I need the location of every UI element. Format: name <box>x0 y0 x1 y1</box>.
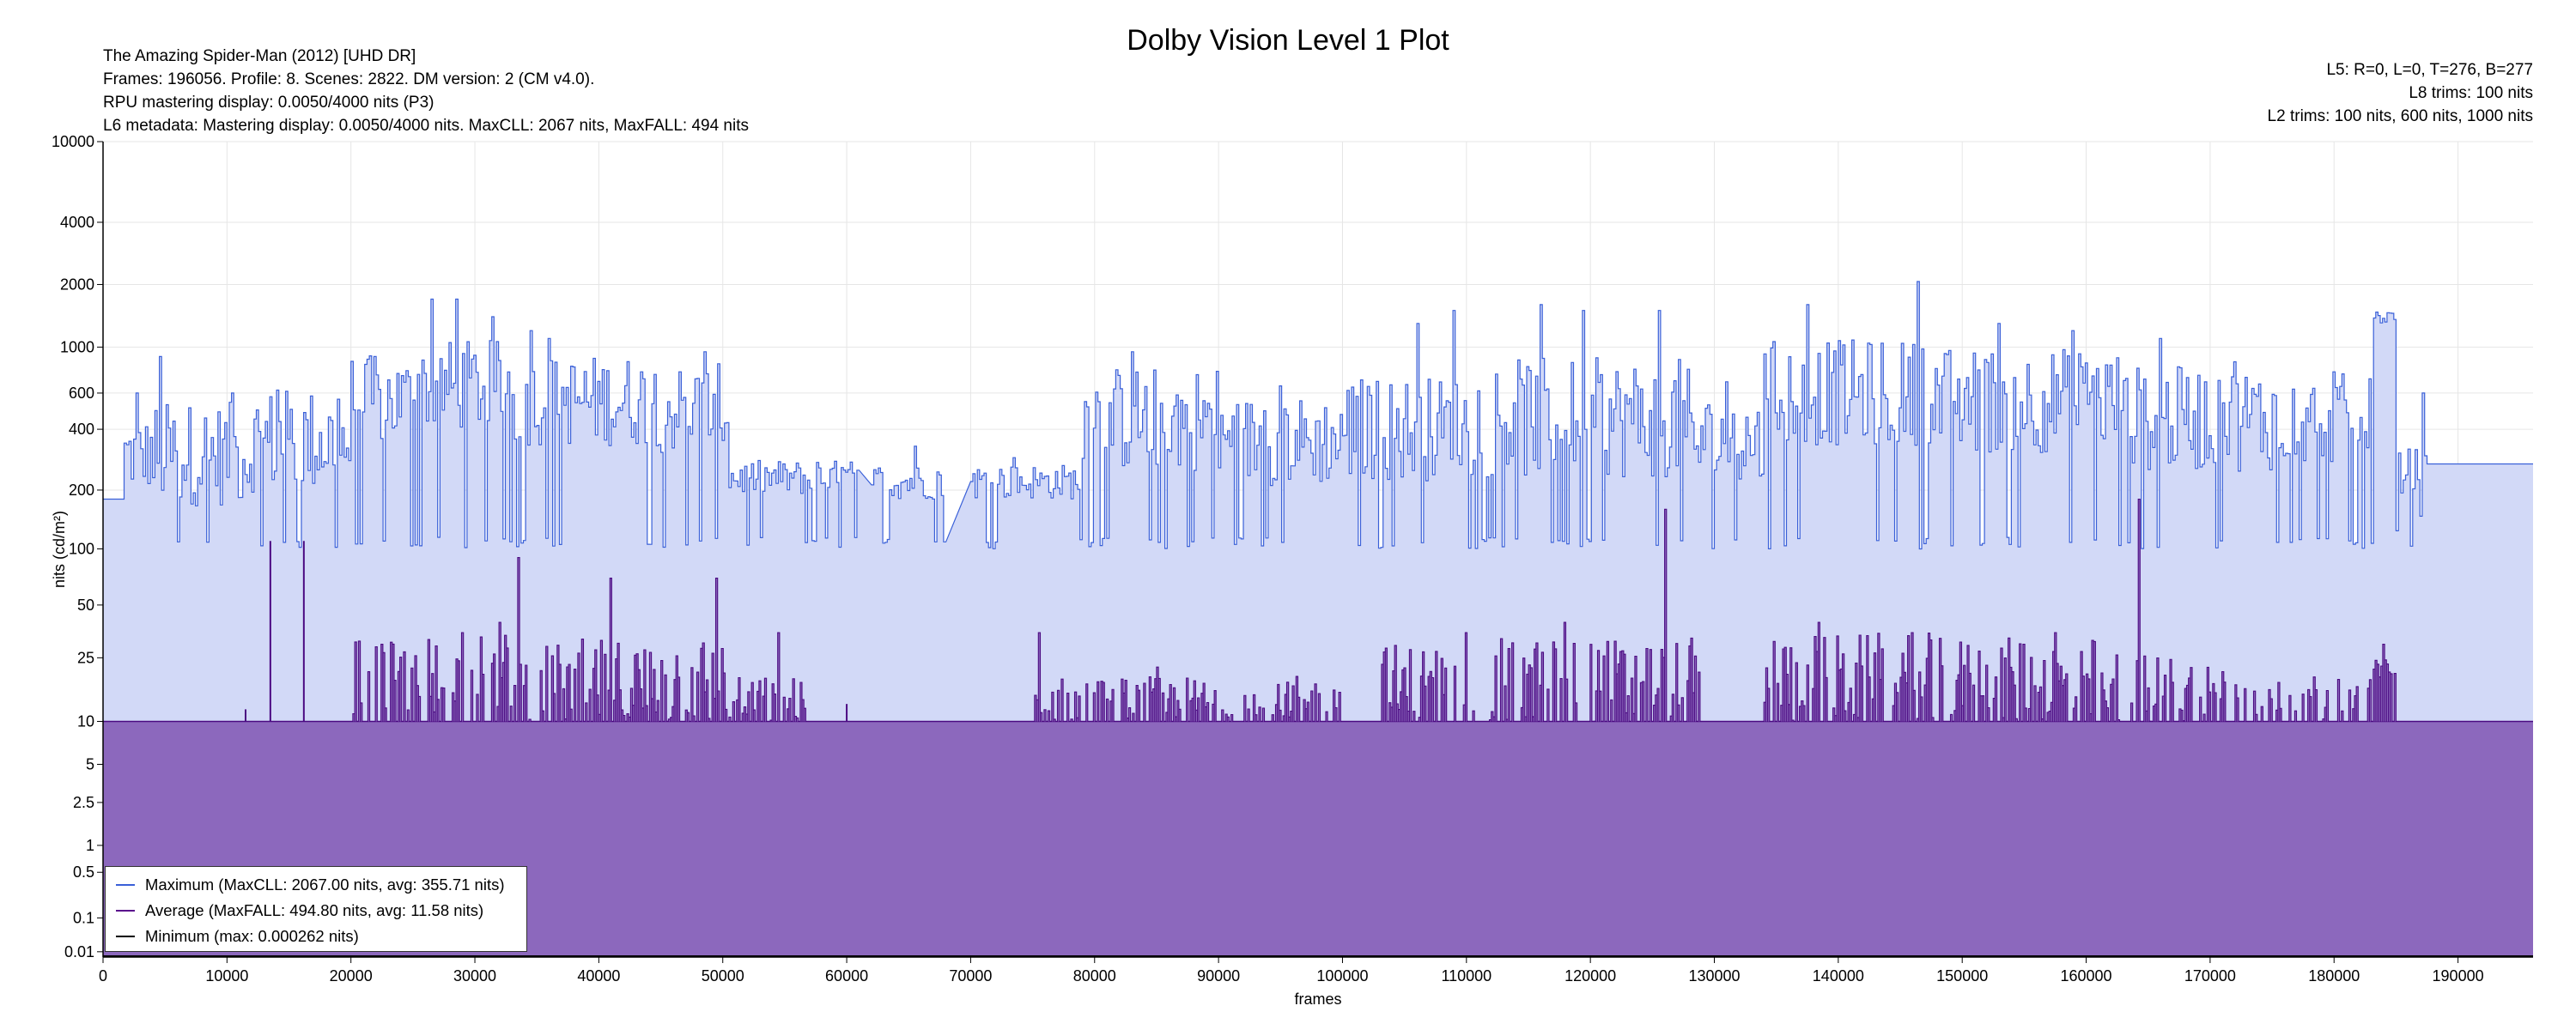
x-tick-label: 100000 <box>1316 967 1368 985</box>
avg-region-trace <box>1082 666 1343 723</box>
avg-region-trace <box>350 640 414 723</box>
x-tick-label: 170000 <box>2184 967 2236 985</box>
y-tick-label: 1 <box>86 837 94 854</box>
x-tick-label: 30000 <box>453 967 496 985</box>
x-tick-label: 20000 <box>330 967 373 985</box>
avg-region-trace <box>1763 621 1938 723</box>
x-axis-label: frames <box>1294 991 1341 1008</box>
x-tick-label: 0 <box>99 967 107 985</box>
y-tick-label: 50 <box>77 597 94 614</box>
legend-label-minimum: Minimum (max: 0.000262 nits) <box>145 927 359 945</box>
y-tick-label: 10000 <box>52 133 94 150</box>
y-tick-label: 10 <box>77 712 94 730</box>
avg-region-trace <box>573 578 661 723</box>
avg-region-trace <box>660 578 729 723</box>
info-left: The Amazing Spider-Man (2012) [UHD DR] F… <box>103 45 749 137</box>
x-tick-label: 60000 <box>825 967 868 985</box>
info-line-l2: L2 trims: 100 nits, 600 nits, 1000 nits <box>2267 107 2533 125</box>
legend-swatch-average <box>116 910 135 912</box>
tick-labels: 0.01 0.1 0.5 1 2.5 5 10 25 50 100 200 400 600 1000 200… <box>52 133 2484 985</box>
y-tick-label: 5 <box>86 755 94 772</box>
info-line-title: The Amazing Spider-Man (2012) [UHD DR] <box>103 47 416 65</box>
y-tick-label: 100 <box>69 540 94 557</box>
y-tick-label: 0.5 <box>73 863 94 881</box>
avg-region-trace <box>2123 498 2235 723</box>
x-tick-label: 160000 <box>2061 967 2112 985</box>
y-tick-label: 400 <box>69 421 94 438</box>
info-line-rpu: RPU mastering display: 0.0050/4000 nits … <box>103 94 434 112</box>
x-tick-label: 50000 <box>702 967 744 985</box>
info-line-l8: L8 trims: 100 nits <box>2409 84 2533 102</box>
avg-region-trace <box>2371 644 2397 723</box>
y-tick-label: 2.5 <box>73 794 94 811</box>
legend-item-minimum: Minimum (max: 0.000262 nits) <box>116 924 526 949</box>
x-tick-label: 40000 <box>577 967 620 985</box>
legend-label-maximum: Maximum (MaxCLL: 2067.00 nits, avg: 355.… <box>145 876 505 894</box>
x-tick-label: 110000 <box>1441 967 1492 985</box>
max-trace-line <box>103 281 2533 550</box>
axes <box>97 141 2533 963</box>
x-tick-label: 70000 <box>949 967 992 985</box>
chart-title: Dolby Vision Level 1 Plot <box>1127 24 1449 57</box>
avg-region-trace <box>1032 632 1083 723</box>
legend-label-average: Average (MaxFALL: 494.80 nits, avg: 11.5… <box>145 901 484 919</box>
y-tick-label: 200 <box>69 482 94 499</box>
y-axis-label: nits (cd/m²) <box>51 511 68 588</box>
y-tick-label: 0.1 <box>73 909 94 926</box>
avg-region-trace <box>728 632 810 723</box>
legend-item-average: Average (MaxFALL: 494.80 nits, avg: 11.5… <box>116 898 526 924</box>
x-tick-label: 130000 <box>1688 967 1740 985</box>
x-tick-label: 150000 <box>1936 967 1988 985</box>
avg-region-trace <box>1491 508 1703 723</box>
y-tick-label: 4000 <box>60 214 94 231</box>
x-tick-label: 190000 <box>2433 967 2484 985</box>
x-tick-label: 180000 <box>2308 967 2360 985</box>
x-tick-label: 140000 <box>1813 967 1864 985</box>
y-tick-label: 0.01 <box>64 943 94 960</box>
x-tick-label: 90000 <box>1197 967 1240 985</box>
y-tick-label: 25 <box>77 649 94 666</box>
info-right: L5: R=0, L=0, T=276, B=277 L8 trims: 100… <box>2268 58 2533 128</box>
avg-region-trace <box>1937 632 2123 723</box>
y-tick-label: 1000 <box>60 338 94 355</box>
legend-item-maximum: Maximum (MaxCLL: 2067.00 nits, avg: 355.… <box>116 872 526 898</box>
x-tick-label: 120000 <box>1564 967 1616 985</box>
x-tick-label: 80000 <box>1073 967 1116 985</box>
max-area-fill <box>103 282 2533 722</box>
avg-region-trace <box>2234 676 2372 723</box>
x-tick-label: 10000 <box>205 967 248 985</box>
legend-swatch-minimum <box>116 936 135 937</box>
info-line-l6: L6 metadata: Mastering display: 0.0050/4… <box>103 117 749 135</box>
avg-region-trace <box>512 557 574 723</box>
avg-region-trace <box>412 621 513 723</box>
legend-swatch-maximum <box>116 884 135 886</box>
avg-region-trace <box>1379 632 1492 723</box>
info-line-l5: L5: R=0, L=0, T=276, B=277 <box>2326 61 2533 79</box>
info-line-frames: Frames: 196056. Profile: 8. Scenes: 2822… <box>103 70 595 88</box>
y-tick-label: 600 <box>69 385 94 402</box>
y-tick-label: 2000 <box>60 276 94 293</box>
series-maximum <box>103 281 2533 722</box>
legend: Maximum (MaxCLL: 2067.00 nits, avg: 355.… <box>105 866 527 952</box>
